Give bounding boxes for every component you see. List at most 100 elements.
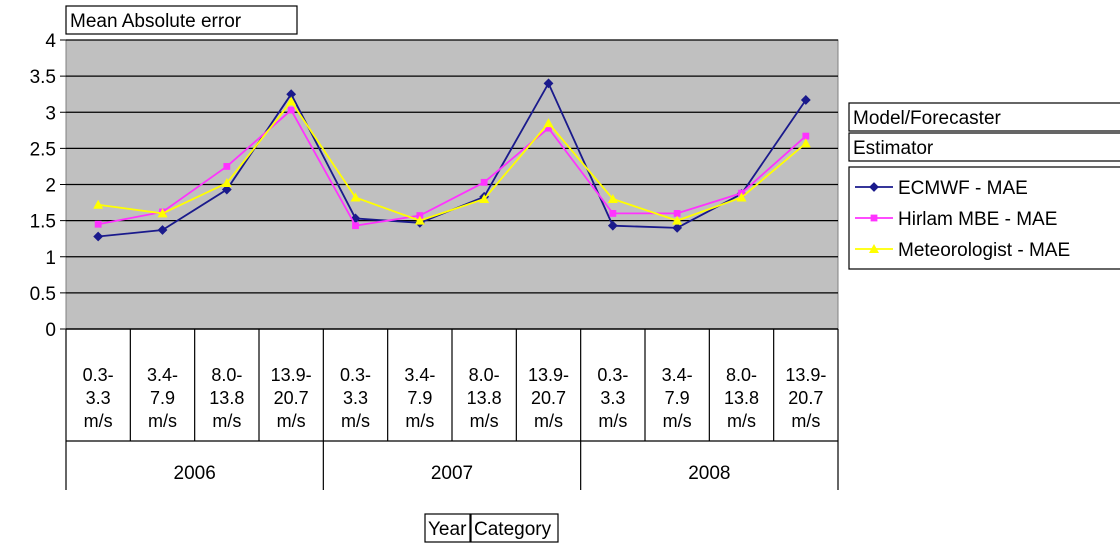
x-tick-label: m/s [341,411,370,431]
data-point [221,184,232,195]
data-point [414,215,425,225]
x-tick-label: 20.7 [531,388,566,408]
legend-header-model: Model/Forecaster [853,108,1002,129]
x-tick-label: 13.8 [467,388,502,408]
data-point [93,199,104,209]
x-tick-label: 13.8 [724,388,759,408]
data-point [545,124,552,132]
chart-title-box: Mean Absolute error [65,5,298,35]
data-point [416,212,424,219]
y-tick-label: 4 [45,31,56,52]
category-field-label: Category [474,519,552,540]
x-tick-label: 0.3- [83,365,114,385]
x-tick-label: m/s [212,411,241,431]
x-tick-label: m/s [84,411,113,431]
x-tick-label: m/s [470,411,499,431]
chart-title: Mean Absolute error [70,11,242,32]
data-point [800,138,811,148]
data-point [607,220,618,231]
x-axis: 0.3- 3.3 m/s 3.4- 7.9 m/s 8.0- 13.8 m/s 13.9- 20.7… [65,328,839,490]
year-label: 2006 [174,463,216,484]
data-point [672,222,683,233]
data-point [223,163,231,170]
x-tick-label: m/s [534,411,563,431]
x-tick-label: 13.8 [209,388,244,408]
y-tick-label: 2.5 [30,139,56,160]
x-tick-label: 13.9- [785,365,826,385]
x-tick-label: 8.0- [211,365,242,385]
gridlines [66,39,838,294]
x-tick-label: 3.3 [600,388,625,408]
x-tick-label: 0.3- [340,365,371,385]
year-label: 2008 [688,463,730,484]
series-layer [93,78,811,242]
year-field-label: Year [428,519,467,540]
legend-label: ECMWF - MAE [898,178,1028,199]
data-point [672,215,683,225]
data-point [287,106,295,114]
data-point [543,78,554,89]
x-tick-label: 8.0- [469,365,500,385]
year-label: 2007 [431,463,473,484]
y-tick-label: 2 [45,176,56,197]
data-point [609,210,617,217]
x-tick-label: 20.7 [788,388,823,408]
category-field-button[interactable] [470,513,559,543]
x-tick-label: 3.4- [404,365,435,385]
data-point [157,225,168,235]
x-tick-label: m/s [598,411,627,431]
data-point [352,222,359,230]
legend-label: Hirlam MBE - MAE [898,209,1057,230]
data-point [800,95,811,105]
data-point [607,193,618,203]
data-point [350,192,361,202]
legend-marker [869,182,879,192]
data-point [479,193,490,203]
legend-label: Meteorologist - MAE [898,240,1070,261]
x-tick-label: 13.9- [528,365,569,385]
x-tick-label: 3.4- [662,365,693,385]
x-tick-label: 20.7 [274,388,309,408]
data-point [480,178,488,186]
y-tick-label: 0 [45,320,56,341]
data-point [673,210,681,217]
legend-header-estimator-box [848,132,1120,162]
legend-marker [869,244,879,253]
legend: Model/Forecaster Estimator ECMWF - MAE Hi… [848,102,1120,270]
y-axis-ticks: 0 0.5 1 1.5 2 2.5 3 3.5 4 [30,31,66,341]
year-field-button[interactable] [424,513,471,543]
data-point [221,178,232,188]
x-tick-label: m/s [663,411,692,431]
x-tick-label: 3.3 [86,388,111,408]
series-line [98,99,807,222]
y-tick-label: 0.5 [30,284,56,305]
x-tick-label: 7.9 [665,388,690,408]
y-tick-label: 3 [45,103,56,124]
x-tick-label: m/s [791,411,820,431]
y-tick-label: 1.5 [30,212,56,233]
x-tick-label: 13.9- [271,365,312,385]
data-point [286,96,297,106]
x-tick-label: m/s [727,411,756,431]
data-point [94,220,102,228]
axis-field-buttons: Year Category [424,513,559,543]
x-tick-label: 7.9 [407,388,432,408]
x-tick-label: 8.0- [726,365,757,385]
legend-header-model-box [848,102,1120,132]
x-tick-label: m/s [148,411,177,431]
y-tick-label: 1 [45,248,56,269]
legend-box [848,166,1120,270]
legend-marker [870,214,878,222]
y-tick-label: 3.5 [30,67,56,88]
legend-header-estimator: Estimator [853,138,934,159]
data-point [543,118,554,128]
x-tick-label: 7.9 [150,388,175,408]
data-point [93,231,104,242]
x-tick-label: m/s [277,411,306,431]
data-point [736,192,747,202]
series-line [97,108,807,227]
x-tick-label: 3.3 [343,388,368,408]
x-tick-label: m/s [405,411,434,431]
legend-items: ECMWF - MAE Hirlam MBE - MAE Meteorologist… [855,178,1070,261]
